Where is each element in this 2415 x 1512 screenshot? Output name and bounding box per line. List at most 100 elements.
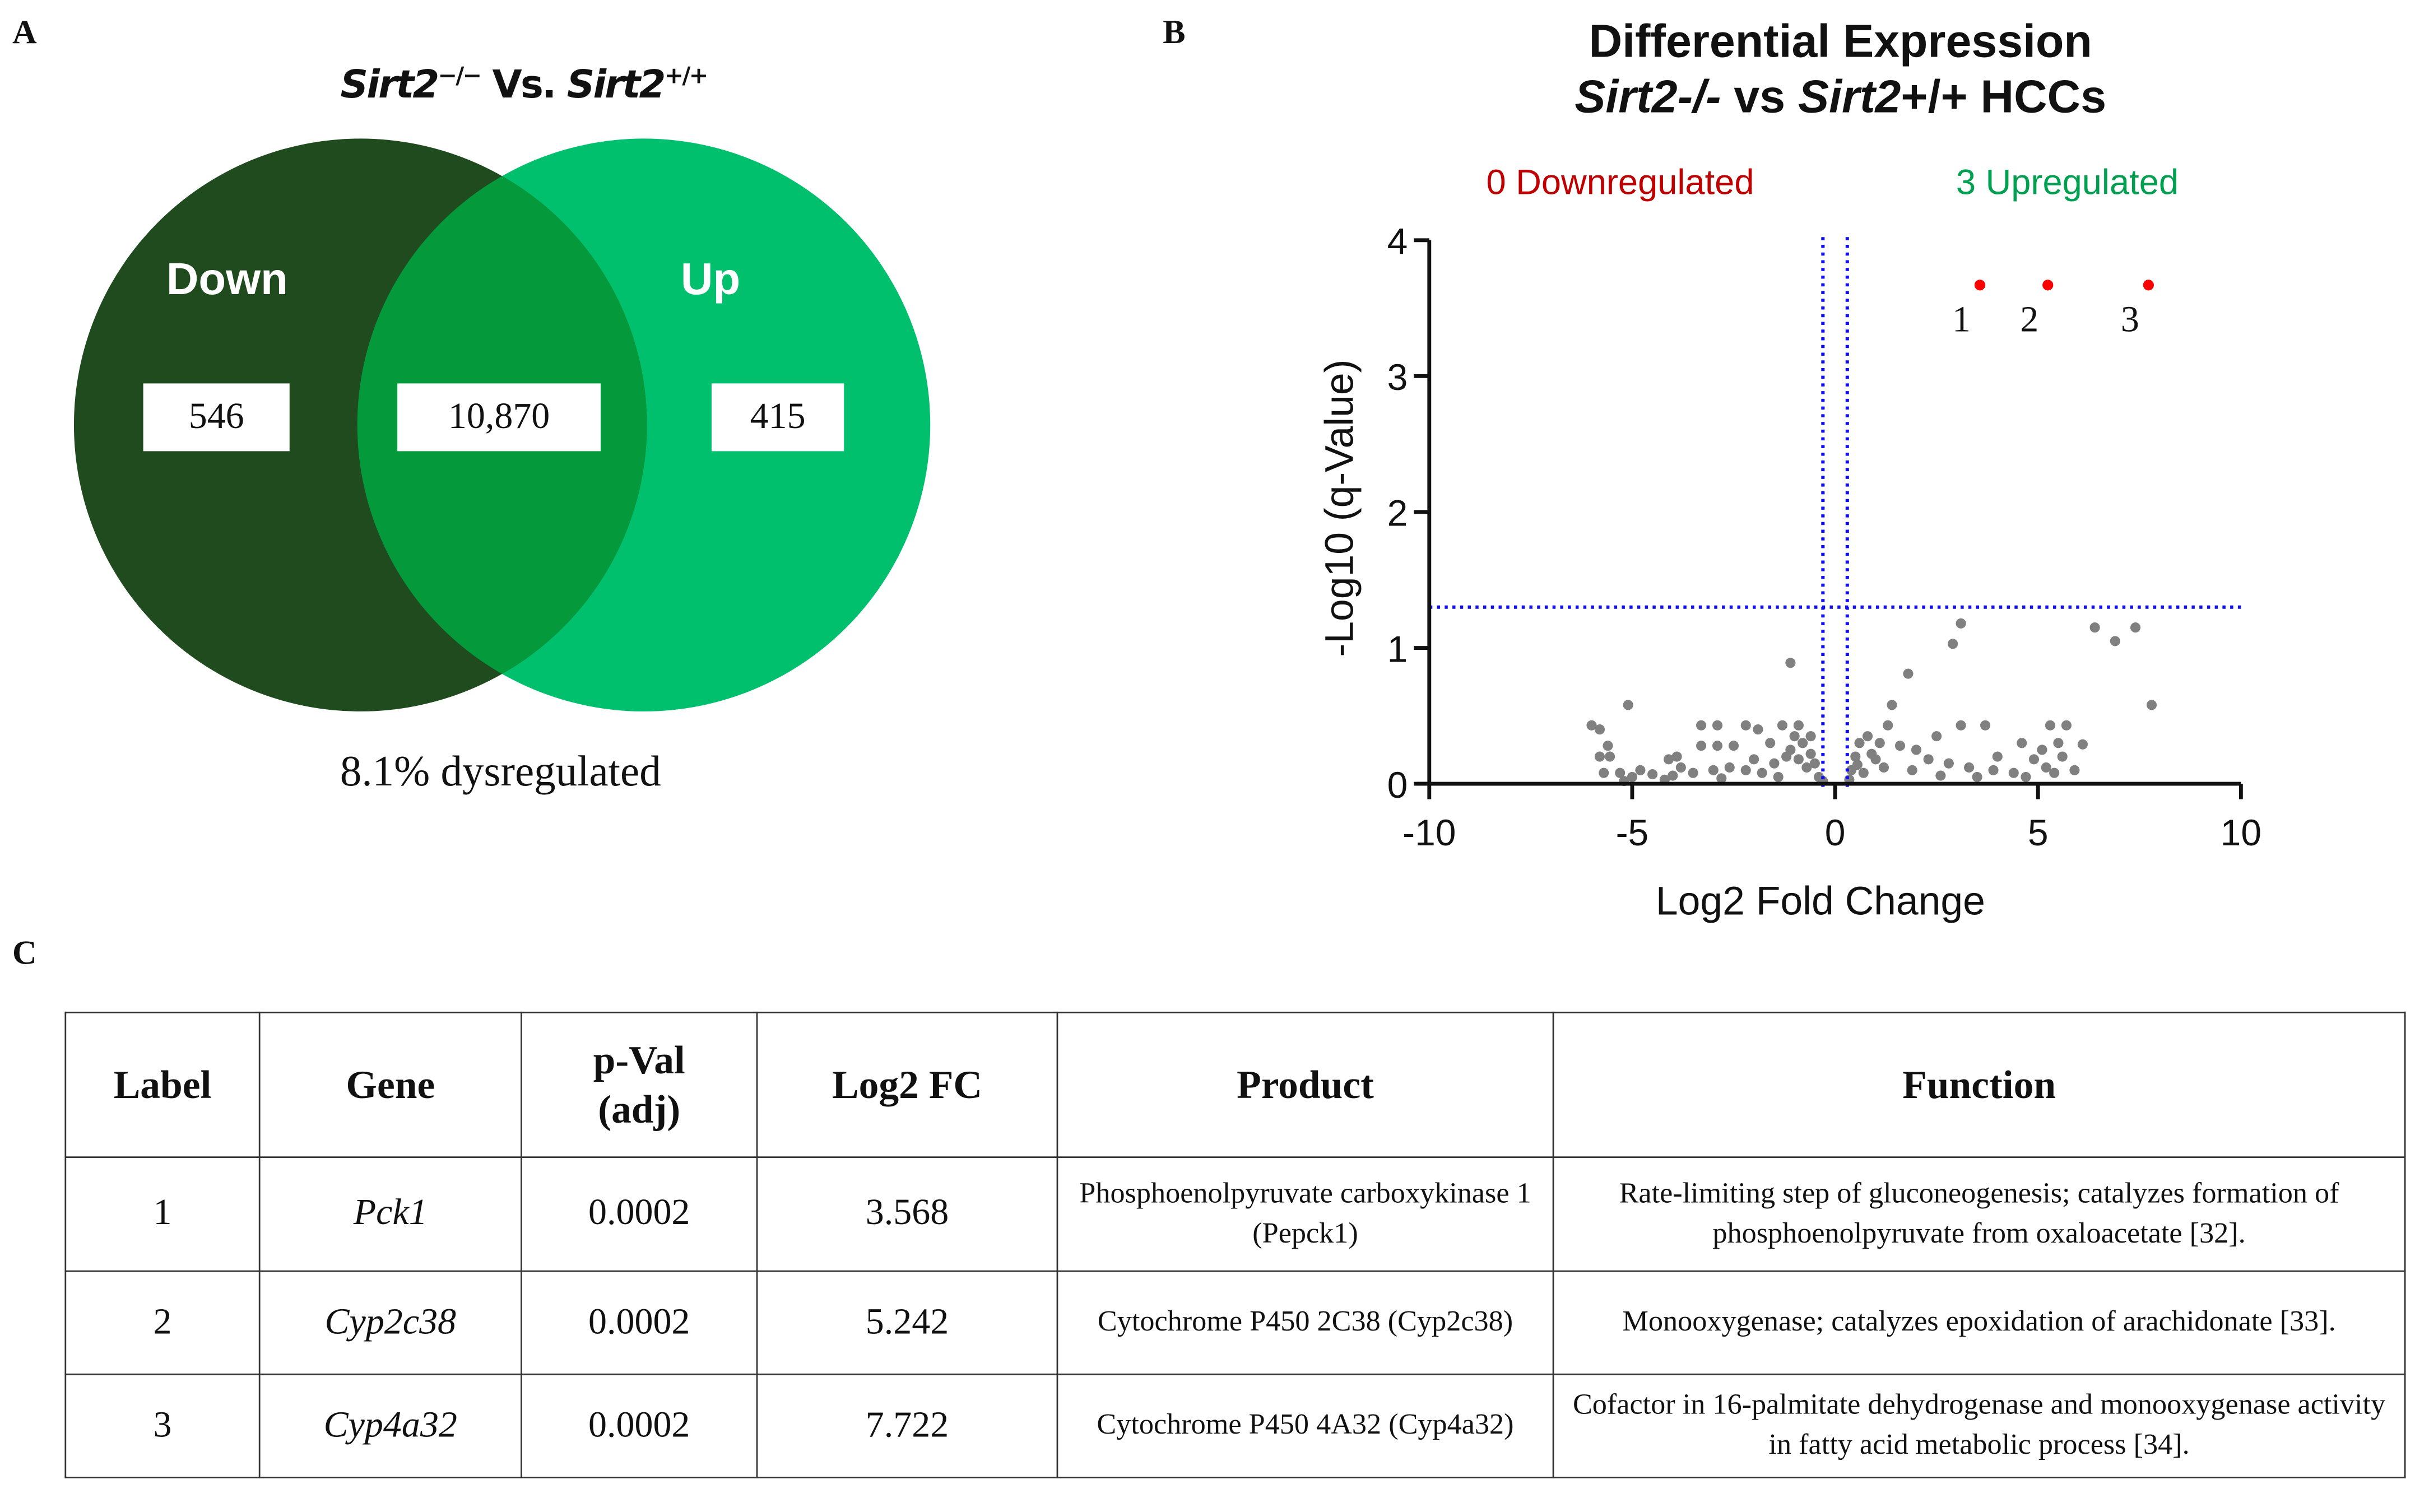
cell-label: 2 <box>64 1270 261 1375</box>
nonsig-point <box>1594 724 1605 735</box>
venn-down-count: 546 <box>143 383 290 452</box>
x-tick-label: 10 <box>2221 812 2261 853</box>
nonsig-point <box>1627 771 1638 783</box>
nonsig-point <box>1931 731 1942 742</box>
table-row: 3 Cyp4a32 0.0002 7.722 Cytochrome P450 4A32 … <box>64 1373 2406 1478</box>
nonsig-point <box>1696 741 1707 751</box>
venn-up-count: 415 <box>711 383 844 452</box>
nonsig-point <box>1964 762 1975 773</box>
nonsig-point <box>1935 770 1946 781</box>
x-tick-label: -10 <box>1402 812 1456 853</box>
nonsig-point <box>1586 720 1597 731</box>
nonsig-point <box>1894 741 1906 751</box>
genes-table: Label Gene p-Val (adj) Log2 FC Product F… <box>64 1011 2406 1478</box>
header-function: Function <box>1552 1011 2406 1159</box>
venn-title: Sirt2−/− Vs. Sirt2+/+ <box>231 62 816 107</box>
nonsig-point <box>1852 760 1863 770</box>
nonsig-point <box>1740 720 1751 731</box>
nonsig-point <box>1956 720 1966 731</box>
venn-up-label: Up <box>680 255 741 305</box>
venn-title-genotype2: +/+ <box>664 61 709 90</box>
nonsig-point <box>1594 751 1605 762</box>
nonsig-point <box>1801 762 1812 773</box>
cell-function: Rate-limiting step of gluconeogenesis; c… <box>1552 1156 2406 1272</box>
nonsig-point <box>1911 745 1922 755</box>
nonsig-point <box>1671 751 1682 762</box>
nonsig-point <box>2061 720 2072 731</box>
nonsig-point <box>2045 720 2056 731</box>
upregulated-annotation: 3 Upregulated <box>1956 161 2179 202</box>
cell-pval: 0.0002 <box>521 1156 758 1272</box>
nonsig-point <box>1874 738 1885 748</box>
venn-down-label: Down <box>166 255 288 305</box>
cell-function: Cofactor in 16-palmitate dehydrogenase a… <box>1552 1373 2406 1478</box>
cell-log2fc: 5.242 <box>756 1270 1058 1375</box>
nonsig-point <box>2017 738 2027 748</box>
nonsig-point <box>1854 738 1865 748</box>
nonsig-point <box>2021 771 2031 783</box>
x-tick-label: 0 <box>1825 812 1846 853</box>
nonsig-point <box>2008 767 2019 778</box>
x-axis-label: Log2 Fold Change <box>1655 877 1985 924</box>
nonsig-point <box>1635 765 1646 775</box>
table-row: 1 Pck1 0.0002 3.568 Phosphoenolpyruvate carb… <box>64 1156 2406 1272</box>
nonsig-point <box>1988 765 1999 775</box>
nonsig-point <box>1615 767 1626 778</box>
x-tick-label: -5 <box>1616 812 1649 853</box>
venn-title-genotype1: −/− <box>438 61 482 90</box>
chart-title-line2: Sirt2-/- vs Sirt2+/+ HCCs <box>1448 71 2233 126</box>
nonsig-point <box>1862 731 1873 742</box>
venn-caption: 8.1% dysregulated <box>340 748 661 797</box>
nonsig-point <box>1603 741 1613 751</box>
cell-gene: Cyp2c38 <box>258 1270 522 1375</box>
nonsig-point <box>1858 767 1869 778</box>
chart-title-vs: vs <box>1721 72 1799 123</box>
header-product: Product <box>1056 1011 1554 1159</box>
cell-log2fc: 3.568 <box>756 1156 1058 1272</box>
point-label: 3 <box>2121 299 2139 339</box>
nonsig-point <box>1980 720 1991 731</box>
nonsig-point <box>2069 765 2080 775</box>
cell-gene: Cyp4a32 <box>258 1373 522 1478</box>
nonsig-point <box>1605 751 1615 762</box>
venn-title-gene2: Sirt2 <box>566 62 666 107</box>
nonsig-point <box>1688 767 1698 778</box>
nonsig-point <box>1793 754 1804 765</box>
cell-label: 3 <box>64 1373 261 1478</box>
nonsig-point <box>1948 639 1958 649</box>
nonsig-point <box>1789 731 1800 742</box>
cell-label: 1 <box>64 1156 261 1272</box>
cell-gene: Pck1 <box>258 1156 522 1272</box>
chart-title-rest: +/+ HCCs <box>1901 72 2107 123</box>
nonsig-point <box>1664 754 1674 765</box>
cell-function: Monooxygenase; catalyzes epoxidation of … <box>1552 1270 2406 1375</box>
nonsig-point <box>2053 738 2064 748</box>
cell-product: Cytochrome P450 4A32 (Cyp4a32) <box>1056 1373 1554 1478</box>
nonsig-point <box>1956 618 1966 629</box>
nonsig-point <box>1724 762 1735 773</box>
nonsig-point <box>2028 754 2040 765</box>
nonsig-point <box>1749 754 1759 765</box>
chart-title-line1: Differential Expression <box>1589 17 2092 68</box>
cell-product: Phosphoenolpyruvate carboxykinase 1 (Pep… <box>1056 1156 1554 1272</box>
nonsig-point <box>1599 767 1609 778</box>
nonsig-point <box>1798 738 1808 748</box>
nonsig-point <box>1668 770 1678 781</box>
significant-point <box>2143 280 2154 291</box>
nonsig-point <box>1805 748 1816 759</box>
nonsig-point <box>2037 745 2047 755</box>
venn-overlap-count: 10,870 <box>397 383 601 452</box>
nonsig-point <box>1753 724 1763 735</box>
nonsig-point <box>2041 762 2051 773</box>
nonsig-point <box>2057 751 2068 762</box>
nonsig-point <box>1883 720 1893 731</box>
nonsig-point <box>1850 751 1861 762</box>
nonsig-point <box>1769 758 1780 769</box>
panel-label-c: C <box>12 933 37 972</box>
venn-title-vs: Vs. <box>492 62 557 107</box>
point-label: 2 <box>2020 299 2038 339</box>
nonsig-point <box>1765 738 1776 748</box>
y-tick-label: 3 <box>1387 356 1408 398</box>
table-row: 2 Cyp2c38 0.0002 5.242 Cytochrome P450 2C38 … <box>64 1270 2406 1375</box>
